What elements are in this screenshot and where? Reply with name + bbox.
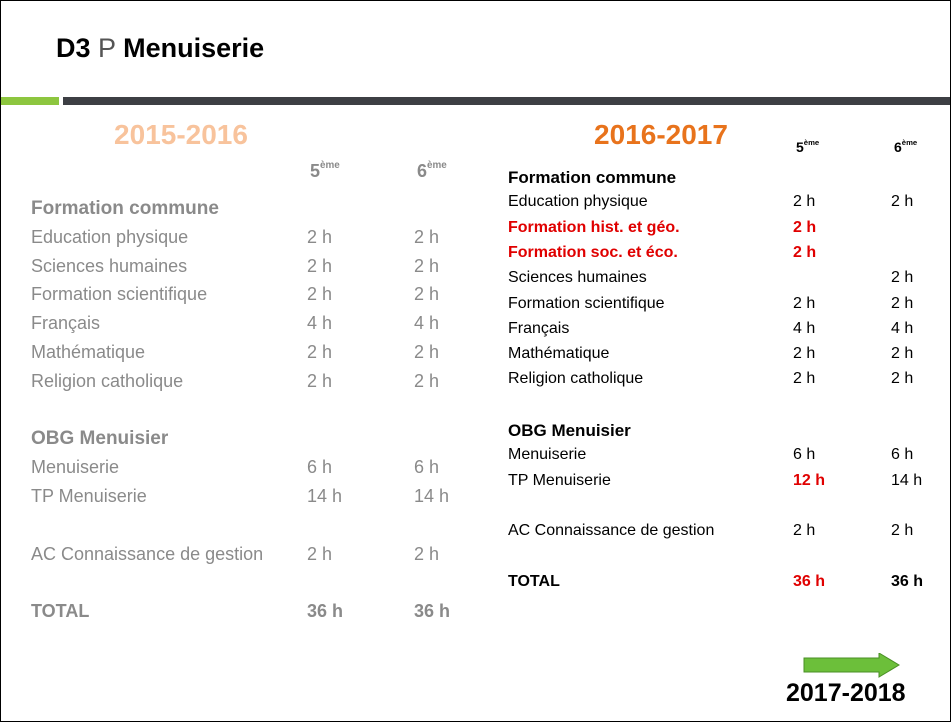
cell-6: 2 h bbox=[891, 269, 914, 287]
row-label: Sciences humaines bbox=[508, 269, 647, 287]
cell-5: 2 h bbox=[307, 284, 333, 305]
cell-6: 2 h bbox=[414, 370, 440, 391]
column-number: 6 bbox=[894, 138, 902, 155]
cell-6: 6 h bbox=[414, 457, 440, 478]
row-label: Education physique bbox=[31, 226, 189, 247]
row-label: Formation scientifique bbox=[31, 284, 208, 305]
cell-5: 36 h bbox=[307, 601, 344, 622]
row-label: Français bbox=[508, 319, 570, 337]
title-code: D3 bbox=[56, 33, 91, 63]
column-header: 5ème bbox=[310, 161, 340, 180]
cell-5: 2 h bbox=[793, 370, 816, 388]
cell-5: 2 h bbox=[793, 193, 816, 211]
row-label: AC Connaissance de gestion bbox=[31, 543, 264, 564]
cell-6: 2 h bbox=[414, 226, 440, 247]
cell-5: 2 h bbox=[307, 342, 333, 362]
section-heading: OBG Menuisier bbox=[508, 421, 631, 440]
title-letter: P bbox=[98, 33, 116, 63]
cell-5: 4 h bbox=[793, 319, 816, 337]
cell-6: 2 h bbox=[414, 342, 440, 362]
column-suffix: ème bbox=[320, 160, 340, 171]
column-suffix: ème bbox=[803, 138, 820, 147]
section-heading: Formation commune bbox=[508, 168, 677, 187]
cell-5: 2 h bbox=[793, 243, 817, 261]
cell-6: 2 h bbox=[891, 193, 914, 211]
cell-6: 2 h bbox=[891, 370, 914, 388]
cell-6: 2 h bbox=[891, 345, 914, 363]
year: 2015-2016 bbox=[114, 119, 248, 150]
row-label: Sciences humaines bbox=[31, 255, 188, 276]
row-label: Formation hist. et géo. bbox=[508, 218, 680, 236]
cell-6: 36 h bbox=[891, 572, 924, 590]
cell-6: 2 h bbox=[891, 294, 914, 312]
cell-5: 2 h bbox=[793, 522, 816, 540]
row-label: TOTAL bbox=[508, 572, 560, 590]
arrow bbox=[803, 653, 900, 678]
column-suffix: ème bbox=[901, 138, 918, 147]
row-label: Français bbox=[31, 313, 101, 334]
cell-5: 12 h bbox=[793, 471, 826, 489]
section-heading: Formation commune bbox=[31, 198, 219, 219]
cell-6: 2 h bbox=[414, 284, 440, 305]
row-label: TOTAL bbox=[31, 601, 90, 622]
cell-5: 6 h bbox=[793, 446, 816, 464]
row-label: TP Menuiserie bbox=[508, 471, 611, 489]
cell-5: 2 h bbox=[307, 226, 333, 247]
title: D3 P Menuiserie bbox=[56, 35, 264, 62]
column-header: 6ème bbox=[417, 161, 447, 180]
cell-5: 2 h bbox=[307, 255, 333, 276]
row-label: Religion catholique bbox=[508, 370, 644, 388]
next-year: 2017-2018 bbox=[786, 679, 906, 707]
banner bbox=[63, 97, 950, 105]
column-header: 6ème bbox=[894, 139, 917, 154]
cell-6: 36 h bbox=[414, 601, 451, 622]
section-heading: OBG Menuisier bbox=[31, 428, 169, 450]
cell-6: 6 h bbox=[891, 446, 914, 464]
cell-5: 2 h bbox=[307, 543, 333, 564]
cell-6: 14 h bbox=[414, 486, 450, 506]
cell-5: 4 h bbox=[307, 313, 333, 334]
cell-6: 14 h bbox=[891, 471, 923, 489]
cell-6: 4 h bbox=[414, 313, 440, 334]
year: 2016-2017 bbox=[594, 119, 728, 150]
row-label: Menuiserie bbox=[31, 457, 120, 478]
cell-5: 14 h bbox=[307, 486, 343, 506]
banner-accent bbox=[1, 97, 59, 105]
row-label: Education physique bbox=[508, 193, 648, 211]
cell-6: 2 h bbox=[414, 255, 440, 276]
cell-5: 2 h bbox=[793, 345, 816, 363]
title-name: Menuiserie bbox=[123, 33, 265, 63]
column-number: 6 bbox=[417, 160, 428, 181]
cell-6: 4 h bbox=[891, 319, 914, 337]
row-label: AC Connaissance de gestion bbox=[508, 522, 715, 540]
row-label: Mathématique bbox=[31, 342, 146, 362]
row-label: Menuiserie bbox=[508, 446, 587, 464]
row-label: TP Menuiserie bbox=[31, 486, 147, 506]
row-label: Mathématique bbox=[508, 345, 610, 363]
column-number: 5 bbox=[310, 160, 321, 181]
cell-5: 2 h bbox=[307, 370, 333, 391]
column-suffix: ème bbox=[427, 160, 447, 171]
row-label: Formation soc. et éco. bbox=[508, 243, 678, 261]
cell-6: 2 h bbox=[891, 522, 914, 540]
cell-5: 2 h bbox=[793, 218, 817, 236]
column-header: 5ème bbox=[796, 139, 819, 154]
cell-5: 36 h bbox=[793, 572, 826, 590]
row-label: Religion catholique bbox=[31, 370, 184, 391]
row-label: Formation scientifique bbox=[508, 294, 665, 312]
column-number: 5 bbox=[796, 138, 804, 155]
cell-6: 2 h bbox=[414, 543, 440, 564]
cell-5: 6 h bbox=[307, 457, 333, 478]
cell-5: 2 h bbox=[793, 294, 816, 312]
